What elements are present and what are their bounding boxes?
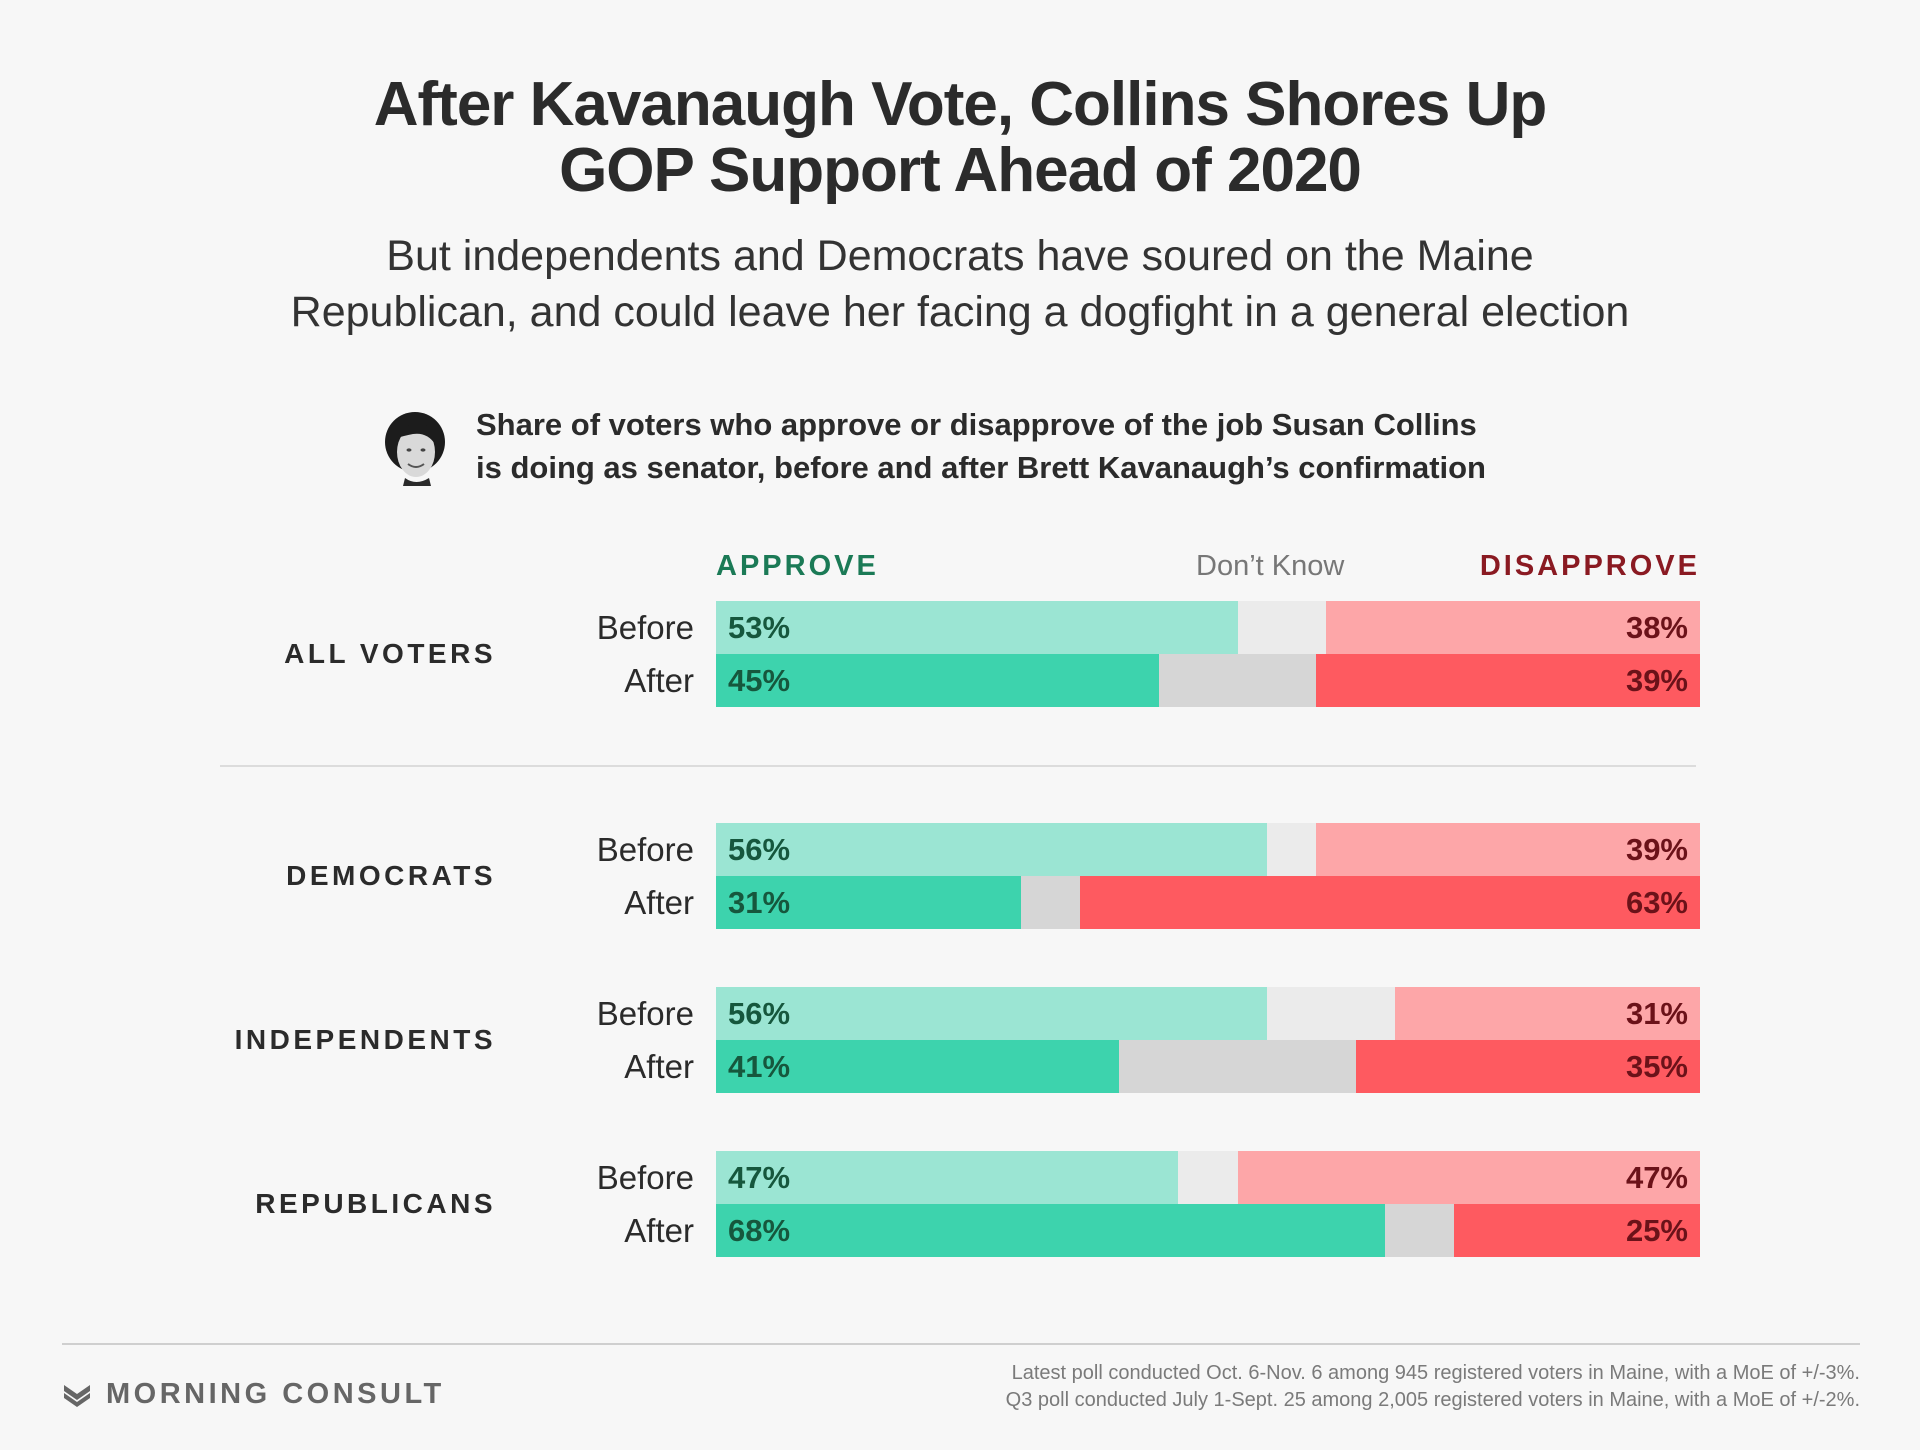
bar-segment-approve-republicans-before [716, 1151, 1179, 1204]
bar-segment-approve-all-voters-before [716, 601, 1238, 654]
bar-democrats-before: 56% 39% [716, 823, 1700, 876]
data-label-approve-republicans-after: 68% [728, 1213, 791, 1248]
row-label-all-voters-before: Before [596, 609, 694, 646]
chart-description: Share of voters who approve or disapprov… [476, 403, 1616, 489]
bar-segment-disapprove-all-voters-before [1326, 601, 1700, 654]
bar-segment-dont-know-independents-after [1119, 1040, 1356, 1093]
bar-republicans-after: 68% 25% [716, 1204, 1700, 1257]
bar-segment-approve-all-voters-after [716, 654, 1159, 707]
bar-republicans-before: 47% 47% [716, 1151, 1700, 1204]
bar-segment-disapprove-democrats-before [1316, 823, 1700, 876]
bar-segment-approve-democrats-before [716, 823, 1268, 876]
row-label-all-voters-after: After [624, 662, 694, 699]
row-label-republicans-before: Before [596, 1159, 694, 1196]
data-label-disapprove-independents-before: 31% [1625, 996, 1688, 1031]
bar-segment-approve-democrats-after [716, 876, 1022, 929]
bar-segment-disapprove-democrats-after [1080, 876, 1700, 929]
methodology-note-2: Q3 poll conducted July 1-Sept. 25 among … [1005, 1389, 1860, 1411]
data-label-approve-independents-after: 41% [728, 1049, 791, 1084]
chart-description-line-2: is doing as senator, before and after Br… [476, 450, 1486, 485]
data-label-disapprove-all-voters-before: 38% [1625, 610, 1688, 645]
group-separator [220, 765, 1696, 767]
row-label-republicans-after: After [624, 1212, 694, 1249]
bar-segment-dont-know-democrats-before [1267, 823, 1317, 876]
bar-segment-approve-independents-before [716, 987, 1268, 1040]
chart-subtitle: But independents and Democrats have sour… [0, 228, 1920, 340]
bar-all-voters-before: 53% 38% [716, 601, 1700, 654]
brand-logo: MORNING CONSULT [62, 1376, 445, 1412]
group-label-republicans: REPUBLICANS [255, 1188, 496, 1219]
row-label-independents-before: Before [596, 995, 694, 1032]
bar-independents-after: 41% 35% [716, 1040, 1700, 1093]
approve-header: APPROVE [716, 550, 879, 582]
chart-title-line-1: After Kavanaugh Vote, Collins Shores Up [373, 70, 1547, 139]
disapprove-header: DISAPPROVE [1479, 550, 1700, 582]
chart-title-line-2: GOP Support Ahead of 2020 [559, 136, 1362, 205]
bar-segment-disapprove-republicans-after [1454, 1204, 1700, 1257]
group-label-democrats: DEMOCRATS [286, 860, 496, 891]
bar-segment-approve-independents-after [716, 1040, 1120, 1093]
chart-title: After Kavanaugh Vote, Collins Shores Up … [0, 72, 1920, 204]
data-label-approve-democrats-before: 56% [728, 832, 791, 867]
susan-collins-portrait-icon [385, 412, 445, 486]
bar-segment-dont-know-republicans-before [1178, 1151, 1238, 1204]
bar-segment-dont-know-republicans-after [1385, 1204, 1454, 1257]
data-label-approve-all-voters-before: 53% [728, 610, 791, 645]
row-label-independents-after: After [624, 1048, 694, 1085]
data-label-approve-republicans-before: 47% [728, 1160, 791, 1195]
bar-segment-disapprove-all-voters-after [1316, 654, 1700, 707]
footer-divider [62, 1343, 1860, 1345]
dont-know-header: Don’t Know [1196, 550, 1345, 582]
data-label-disapprove-republicans-before: 47% [1625, 1160, 1688, 1195]
bar-segment-approve-republicans-after [716, 1204, 1386, 1257]
data-label-disapprove-republicans-after: 25% [1625, 1213, 1688, 1248]
bar-all-voters-after: 45% 39% [716, 654, 1700, 707]
data-label-disapprove-democrats-before: 39% [1625, 832, 1688, 867]
row-label-democrats-after: After [624, 884, 694, 921]
bar-segment-dont-know-democrats-after [1021, 876, 1081, 929]
data-label-approve-democrats-after: 31% [728, 885, 791, 920]
bar-democrats-after: 31% 63% [716, 876, 1700, 929]
chart-subtitle-line-1: But independents and Democrats have sour… [386, 232, 1534, 280]
chart-subtitle-line-2: Republican, and could leave her facing a… [290, 288, 1630, 336]
bar-segment-dont-know-all-voters-before [1237, 601, 1327, 654]
morning-consult-logo-icon [64, 1385, 90, 1407]
bar-segment-disapprove-independents-after [1355, 1040, 1700, 1093]
bar-segment-disapprove-republicans-before [1237, 1151, 1700, 1204]
methodology-note-1: Latest poll conducted Oct. 6-Nov. 6 amon… [1011, 1362, 1860, 1384]
row-label-democrats-before: Before [596, 831, 694, 868]
group-label-independents: INDEPENDENTS [234, 1024, 496, 1055]
data-label-disapprove-all-voters-after: 39% [1625, 663, 1688, 698]
chart-description-line-1: Share of voters who approve or disapprov… [476, 407, 1477, 442]
data-label-disapprove-democrats-after: 63% [1625, 885, 1688, 920]
brand-name: MORNING CONSULT [106, 1377, 445, 1410]
bar-segment-dont-know-independents-before [1267, 987, 1395, 1040]
group-label-all-voters: ALL VOTERS [284, 638, 496, 669]
data-label-approve-independents-before: 56% [728, 996, 791, 1031]
bar-segment-disapprove-independents-before [1394, 987, 1700, 1040]
data-label-approve-all-voters-after: 45% [728, 663, 791, 698]
bar-segment-dont-know-all-voters-after [1158, 654, 1317, 707]
data-label-disapprove-independents-after: 35% [1625, 1049, 1688, 1084]
methodology-notes: Latest poll conducted Oct. 6-Nov. 6 amon… [860, 1360, 1860, 1414]
bar-independents-before: 56% 31% [716, 987, 1700, 1040]
